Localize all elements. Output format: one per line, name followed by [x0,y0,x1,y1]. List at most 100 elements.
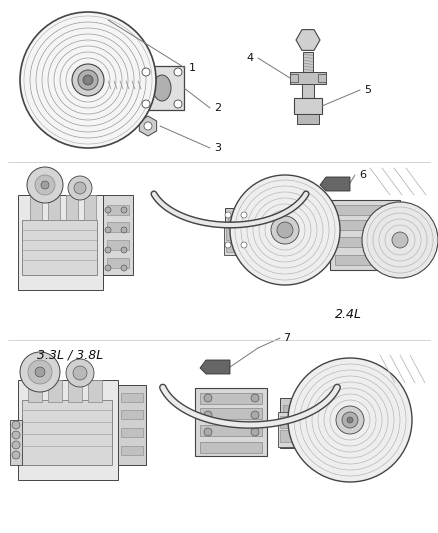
Circle shape [204,394,212,402]
Text: 2.4L: 2.4L [335,309,361,321]
Text: EFI: EFI [332,182,343,187]
Circle shape [204,428,212,436]
Bar [302,84,314,98]
Circle shape [277,222,293,238]
Bar [140,66,184,110]
Bar [226,228,244,240]
Circle shape [41,181,49,189]
Bar [200,442,262,453]
Circle shape [174,100,182,108]
Bar [335,220,393,230]
Bar [48,380,62,402]
Text: 7: 7 [283,333,290,343]
Bar [30,195,42,220]
Circle shape [28,360,52,384]
Bar [107,205,129,215]
Polygon shape [139,116,157,136]
Bar [84,195,96,220]
Text: 3: 3 [214,143,221,153]
Circle shape [105,207,111,213]
Bar [330,200,400,270]
Bar [278,412,302,447]
Bar [335,255,393,265]
Bar [121,428,143,437]
Circle shape [35,367,45,377]
Bar [195,388,267,456]
Circle shape [342,412,358,428]
Circle shape [73,366,87,380]
Bar [290,72,326,84]
Circle shape [12,421,20,429]
Bar [18,380,118,480]
Circle shape [241,212,247,218]
Circle shape [251,411,259,419]
Text: 1: 1 [189,63,196,73]
Circle shape [288,358,412,482]
Bar [294,98,322,114]
Bar [283,420,305,428]
Bar [297,114,319,124]
Bar [280,430,300,442]
Text: 6: 6 [359,170,366,180]
Text: 2: 2 [214,103,221,113]
Bar [228,230,250,238]
Bar [28,380,42,402]
Bar [22,220,97,275]
Bar [121,446,143,455]
Bar [303,52,313,72]
Bar [200,425,262,436]
Bar [335,205,393,215]
Circle shape [74,182,86,194]
Bar [290,74,298,82]
Circle shape [12,431,20,439]
Circle shape [20,352,60,392]
Bar [22,400,112,465]
Bar [88,380,102,402]
Bar [283,405,305,413]
Circle shape [105,247,111,253]
Bar [121,410,143,419]
Bar [225,208,253,253]
Bar [200,393,262,404]
Circle shape [35,175,55,195]
Bar [283,434,305,442]
Bar [228,242,250,250]
Circle shape [72,64,104,96]
Bar [121,393,143,402]
Circle shape [362,202,438,278]
Circle shape [121,207,127,213]
Bar [226,242,244,252]
Bar [280,416,300,428]
Circle shape [144,122,152,130]
Circle shape [12,441,20,449]
Circle shape [174,68,182,76]
Circle shape [68,176,92,200]
Polygon shape [296,30,320,51]
Circle shape [105,227,111,233]
Bar [103,195,133,275]
Circle shape [121,265,127,271]
Ellipse shape [153,75,171,101]
Circle shape [271,216,299,244]
Bar [48,195,60,220]
Circle shape [27,167,63,203]
Circle shape [20,12,156,148]
Circle shape [251,428,259,436]
Polygon shape [200,360,230,374]
Text: 4: 4 [247,53,254,63]
Circle shape [83,75,93,85]
Circle shape [392,232,408,248]
Bar [18,195,103,290]
Bar [228,215,250,223]
Circle shape [78,70,98,90]
Circle shape [225,242,231,248]
Circle shape [142,100,150,108]
Bar [66,195,78,220]
Bar [10,420,22,465]
Bar [68,380,82,402]
Circle shape [121,247,127,253]
Circle shape [12,451,20,459]
Circle shape [336,406,364,434]
Bar [118,385,146,465]
Bar [107,258,129,268]
